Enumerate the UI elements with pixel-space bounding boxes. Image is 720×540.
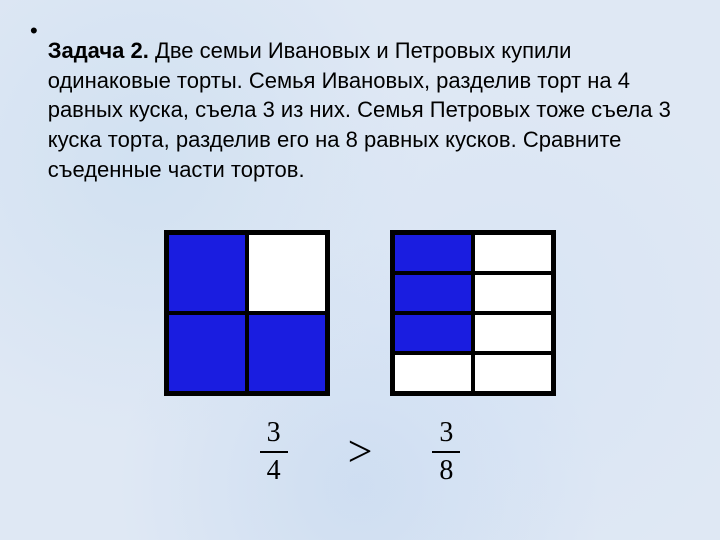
problem-label: Задача 2. (48, 38, 149, 63)
fraction-right-den: 8 (439, 456, 453, 485)
grid-cell (393, 233, 473, 273)
grid-cell (247, 313, 327, 393)
fraction-left-num: 3 (267, 418, 281, 447)
comparator: > (348, 426, 373, 477)
problem-block: • Задача 2. Две семьи Ивановых и Петровы… (30, 14, 690, 206)
grid-cell (247, 233, 327, 313)
grid-cell (393, 353, 473, 393)
bullet-icon: • (30, 16, 38, 46)
fraction-right-bar (432, 451, 460, 453)
grid-cell (167, 313, 247, 393)
grid-cell (473, 313, 553, 353)
fraction-right-num: 3 (439, 418, 453, 447)
grid-ivanov (164, 230, 330, 396)
grid-cell (393, 313, 473, 353)
fractions-row: 3 4 > 3 8 (30, 418, 690, 485)
grid-cell (393, 273, 473, 313)
grid-cell (167, 233, 247, 313)
grids-row (30, 230, 690, 396)
problem-text: Задача 2. Две семьи Ивановых и Петровых … (48, 36, 690, 184)
fraction-left-den: 4 (267, 456, 281, 485)
fraction-left: 3 4 (260, 418, 288, 485)
fraction-left-bar (260, 451, 288, 453)
grid-petrov (390, 230, 556, 396)
grid-cell (473, 233, 553, 273)
grid-cell (473, 273, 553, 313)
grid-cell (473, 353, 553, 393)
fraction-right: 3 8 (432, 418, 460, 485)
